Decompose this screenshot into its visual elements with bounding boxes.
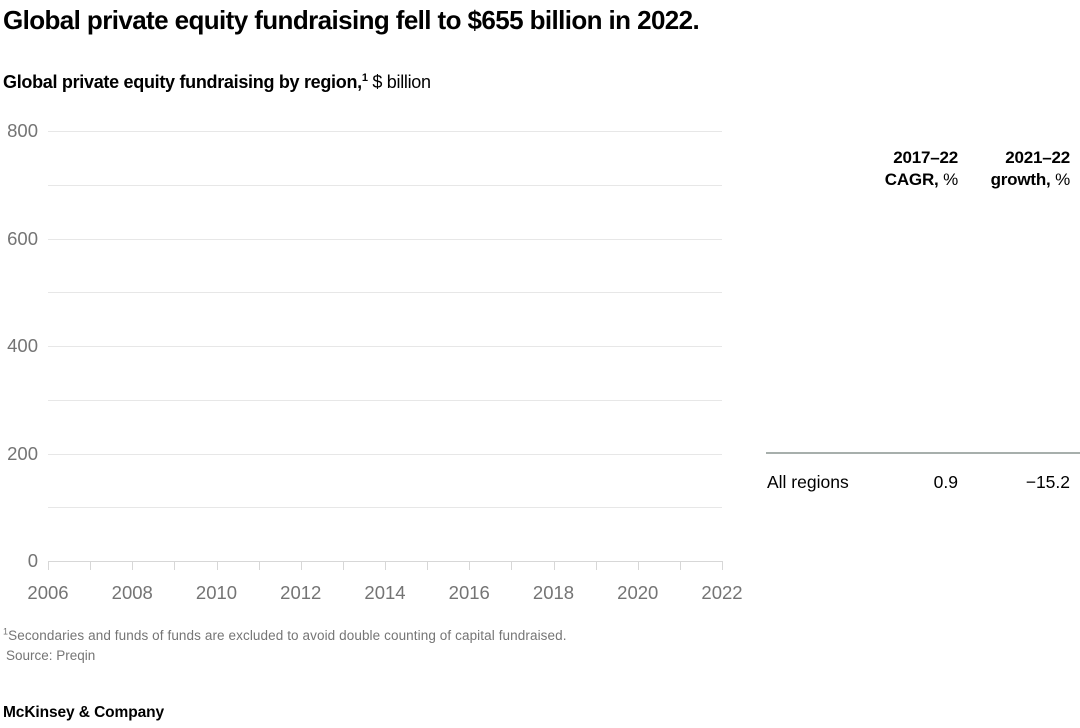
gridline-500 bbox=[48, 292, 722, 294]
y-tick-label: 0 bbox=[27, 550, 38, 571]
x-tick-2008 bbox=[132, 561, 134, 570]
x-tick-label: 2010 bbox=[195, 582, 238, 603]
x-tick-2019 bbox=[595, 561, 597, 570]
table-row-growth-value: −15.2 bbox=[1025, 472, 1070, 492]
y-tick-label: 600 bbox=[7, 227, 38, 249]
table-row-cagr-value: 0.9 bbox=[933, 472, 958, 492]
chart-subtitle-text: Global private equity fundraising by reg… bbox=[3, 72, 362, 92]
gridline-800 bbox=[48, 131, 722, 132]
x-tick-label: 2016 bbox=[448, 582, 490, 603]
table-header-cagr: 2017–22 CAGR, % bbox=[885, 147, 958, 191]
chart-subtitle: Global private equity fundraising by reg… bbox=[3, 72, 431, 93]
x-tick-2014 bbox=[385, 561, 386, 570]
x-tick-2022 bbox=[722, 561, 723, 570]
gridline-700 bbox=[48, 184, 722, 186]
x-tick-2011 bbox=[258, 561, 260, 570]
gridline-400 bbox=[48, 346, 722, 347]
gridline-600 bbox=[48, 238, 722, 240]
x-tick-2007 bbox=[90, 561, 92, 570]
x-tick-2020 bbox=[637, 561, 639, 570]
y-tick-label: 400 bbox=[7, 335, 38, 356]
plot-area: 0 200 400 600 800 2006 2008 2010 2012 2014 2016 20… bbox=[7, 120, 742, 603]
table-row: All regions 0.9 −15.2 bbox=[0, 472, 1080, 494]
x-tick-2009 bbox=[174, 561, 176, 570]
x-tick-2018 bbox=[553, 561, 555, 570]
x-tick-label: 2018 bbox=[532, 582, 575, 603]
x-tick-2012 bbox=[300, 561, 302, 570]
x-tick-label: 2008 bbox=[111, 582, 153, 603]
gridline-200 bbox=[48, 453, 722, 455]
x-tick-2006 bbox=[48, 561, 49, 570]
footnote-number: 1 bbox=[3, 626, 9, 637]
table-header-cagr-metric: CAGR, % bbox=[884, 170, 958, 189]
table-rule bbox=[766, 452, 1080, 454]
x-tick-2010 bbox=[216, 561, 218, 570]
x-tick-label: 2012 bbox=[280, 582, 322, 603]
exhibit-title: Global private equity fundraising fell t… bbox=[3, 5, 700, 35]
gridline-100 bbox=[48, 507, 722, 509]
table-row-label: All regions bbox=[767, 472, 849, 492]
y-tick-label: 200 bbox=[7, 442, 38, 464]
table-header-cagr-period: 2017–22 bbox=[893, 148, 958, 167]
mckinsey-wordmark: McKinsey & Company bbox=[3, 704, 164, 721]
x-tick-label: 2006 bbox=[27, 582, 69, 603]
x-tick-2021 bbox=[679, 561, 681, 570]
table-header-growth-period: 2021–22 bbox=[1005, 148, 1070, 167]
x-tick-label: 2020 bbox=[617, 582, 659, 603]
table-header-growth: 2021–22 growth, % bbox=[990, 147, 1071, 191]
footnote: 1Secondaries and funds of funds are excl… bbox=[3, 626, 567, 643]
table-header-growth-metric: growth, % bbox=[990, 170, 1071, 189]
x-tick-label: 2014 bbox=[364, 582, 406, 603]
chart-unit-label: $ billion bbox=[367, 72, 431, 92]
x-tick-2016 bbox=[469, 561, 471, 570]
source-line: Source: Preqin bbox=[6, 648, 96, 663]
x-tick-2013 bbox=[342, 561, 344, 570]
gridline-300 bbox=[48, 399, 722, 401]
x-tick-label: 2022 bbox=[701, 582, 743, 603]
x-tick-2017 bbox=[511, 561, 513, 570]
x-tick-2015 bbox=[427, 561, 429, 570]
y-tick-label: 800 bbox=[7, 120, 38, 141]
footnote-text: Secondaries and funds of funds are exclu… bbox=[8, 628, 567, 643]
footnote-marker: 1 bbox=[361, 72, 368, 84]
